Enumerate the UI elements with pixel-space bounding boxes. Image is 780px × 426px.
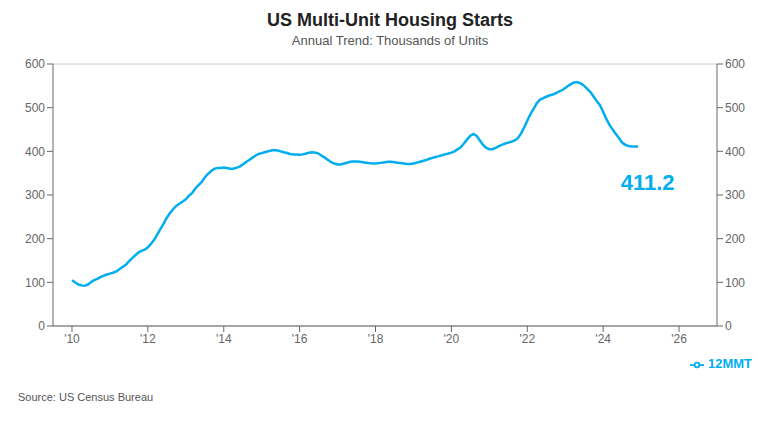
svg-text:600: 600 xyxy=(725,57,745,71)
svg-text:'10: '10 xyxy=(64,332,80,346)
svg-text:500: 500 xyxy=(25,101,45,115)
svg-text:500: 500 xyxy=(725,101,745,115)
html-text:12MMT: 12MMT xyxy=(707,356,752,371)
svg-text:'20: '20 xyxy=(444,332,460,346)
svg-text:'16: '16 xyxy=(292,332,308,346)
svg-text:300: 300 xyxy=(25,188,45,202)
svg-text:200: 200 xyxy=(25,232,45,246)
svg-text:100: 100 xyxy=(25,276,45,290)
svg-text:300: 300 xyxy=(725,188,745,202)
svg-text:100: 100 xyxy=(725,276,745,290)
svg-text:0: 0 xyxy=(38,319,45,333)
html-text:Annual Trend: Thousands of Uni: Annual Trend: Thousands of Units xyxy=(291,33,489,48)
svg-text:'26: '26 xyxy=(671,332,687,346)
svg-text:600: 600 xyxy=(25,57,45,71)
svg-text:400: 400 xyxy=(25,145,45,159)
svg-text:'18: '18 xyxy=(368,332,384,346)
svg-text:'24: '24 xyxy=(595,332,611,346)
svg-text:400: 400 xyxy=(725,145,745,159)
svg-text:'22: '22 xyxy=(519,332,535,346)
svg-text:'12: '12 xyxy=(140,332,156,346)
svg-text:0: 0 xyxy=(725,319,732,333)
html-text:US Multi-Unit Housing Starts: US Multi-Unit Housing Starts xyxy=(267,10,513,30)
svg-text:200: 200 xyxy=(725,232,745,246)
html-text:Source: US Census Bureau: Source: US Census Bureau xyxy=(18,391,154,403)
html-text:411.2: 411.2 xyxy=(620,170,675,196)
svg-text:'14: '14 xyxy=(216,332,232,346)
